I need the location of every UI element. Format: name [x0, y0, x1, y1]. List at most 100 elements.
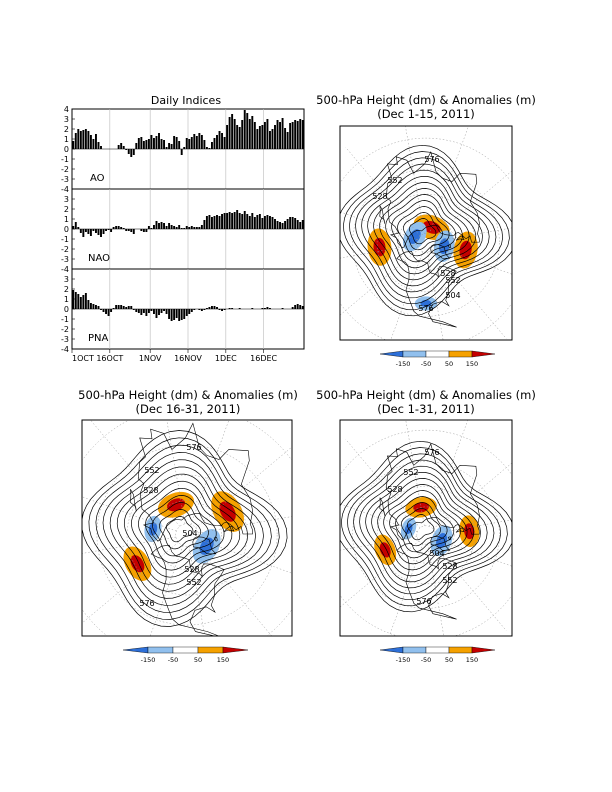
latitude-circle: [152, 500, 222, 570]
contour-label: 576: [186, 443, 201, 452]
colorbar-label: 150: [217, 656, 229, 664]
nao-bar: [286, 219, 289, 229]
height-contour: [391, 200, 457, 263]
pna-bar: [130, 306, 133, 309]
height-contour: [397, 206, 450, 257]
ytick-label: -2: [61, 245, 69, 254]
nao-bar: [140, 229, 143, 231]
ytick-label: -3: [61, 335, 69, 344]
ao-bar: [233, 119, 236, 149]
ao-bar: [163, 140, 165, 149]
nao-bar: [100, 229, 102, 237]
nao-bar: [274, 219, 276, 229]
coastline: [137, 422, 254, 542]
nao-bar: [160, 222, 163, 229]
nao-bar: [84, 229, 87, 232]
nao-bar: [301, 220, 304, 229]
map2-frame: [81, 419, 293, 637]
ao-bar: [251, 116, 254, 149]
height-contour: [340, 144, 512, 317]
ao-bar: [253, 122, 256, 149]
nao-bar: [105, 229, 107, 231]
coastline: [385, 443, 480, 541]
pna-bar: [180, 309, 183, 320]
contour-label: 504: [182, 529, 197, 538]
nao-bar: [79, 229, 82, 233]
xtick-label: 1OCT: [72, 354, 94, 363]
ao-bar: [286, 132, 289, 149]
ao-bar: [160, 139, 163, 149]
contour-label: 552: [144, 466, 159, 475]
map1-title-line2: (Dec 1-15, 2011): [377, 107, 475, 121]
ao-bar: [200, 135, 203, 149]
nao-bar: [153, 225, 155, 229]
ao-bar: [294, 120, 297, 149]
colorbar-label: -150: [396, 656, 411, 664]
x-axis-ticks: 1OCT 16OCT 1NOV 16NOV 1DEC 16DEC: [71, 349, 278, 363]
nao-bar: [125, 229, 128, 231]
ao-bar: [203, 140, 206, 149]
pna-bar: [163, 309, 165, 311]
pna-bar: [266, 307, 269, 309]
map1-frame: [339, 125, 513, 341]
pna-bar: [294, 305, 297, 309]
colorbar-label: 50: [445, 360, 453, 368]
ao-bar: [87, 131, 90, 149]
ao-bar: [95, 134, 97, 149]
ao-bar: [241, 120, 244, 149]
ao-bar: [165, 147, 168, 149]
nao-bar: [122, 228, 125, 229]
nao-bar: [77, 227, 80, 229]
height-contour: [401, 508, 441, 547]
nao-bar: [258, 214, 261, 229]
nao-label: NAO: [88, 253, 110, 264]
coastline: [385, 151, 480, 249]
coastline: [447, 244, 452, 249]
contour-label: 528: [372, 192, 387, 201]
ao-bar: [211, 142, 213, 149]
contour-label: 576: [424, 448, 439, 457]
coastline: [430, 536, 451, 551]
coastline: [379, 205, 385, 224]
ao-bar: [223, 137, 226, 149]
pna-bar: [122, 306, 125, 309]
pna-bar: [160, 309, 163, 313]
nao-bar: [256, 215, 259, 229]
pna-bar: [211, 306, 213, 309]
ytick-label: 0: [64, 305, 69, 314]
ytick-label: 3: [64, 195, 69, 204]
ao-bar: [168, 143, 171, 149]
pna-bar: [158, 309, 160, 315]
nao-bar: [87, 229, 90, 234]
nao-bar: [226, 213, 229, 229]
colorbar-segment: [147, 646, 174, 654]
nao-bar: [127, 229, 130, 231]
nao-bar: [150, 228, 153, 229]
nao-bar: [269, 216, 271, 229]
height-contour: [102, 452, 264, 606]
ao-bar: [173, 136, 176, 149]
nao-bar: [276, 221, 279, 229]
pna-bar: [203, 309, 206, 310]
pna-bar: [251, 308, 254, 309]
pna-bar: [95, 305, 97, 309]
ao-bar: [216, 135, 218, 149]
contour-label: 576: [139, 599, 154, 608]
pna-bar: [188, 309, 191, 314]
pna-bar: [190, 309, 193, 312]
ao-bar: [238, 127, 241, 149]
coastline: [396, 250, 457, 328]
height-contour: [383, 490, 461, 565]
pna-bar: [200, 309, 203, 311]
latitude-circle: [376, 485, 476, 585]
pna-bar: [221, 309, 223, 311]
nao-bar: [95, 229, 97, 233]
ao-bar: [299, 119, 302, 149]
nao-bar: [155, 221, 158, 229]
pna-bar: [115, 305, 118, 309]
ao-bar: [269, 131, 271, 149]
latitude-circle: [126, 474, 248, 596]
height-contour: [403, 212, 443, 251]
